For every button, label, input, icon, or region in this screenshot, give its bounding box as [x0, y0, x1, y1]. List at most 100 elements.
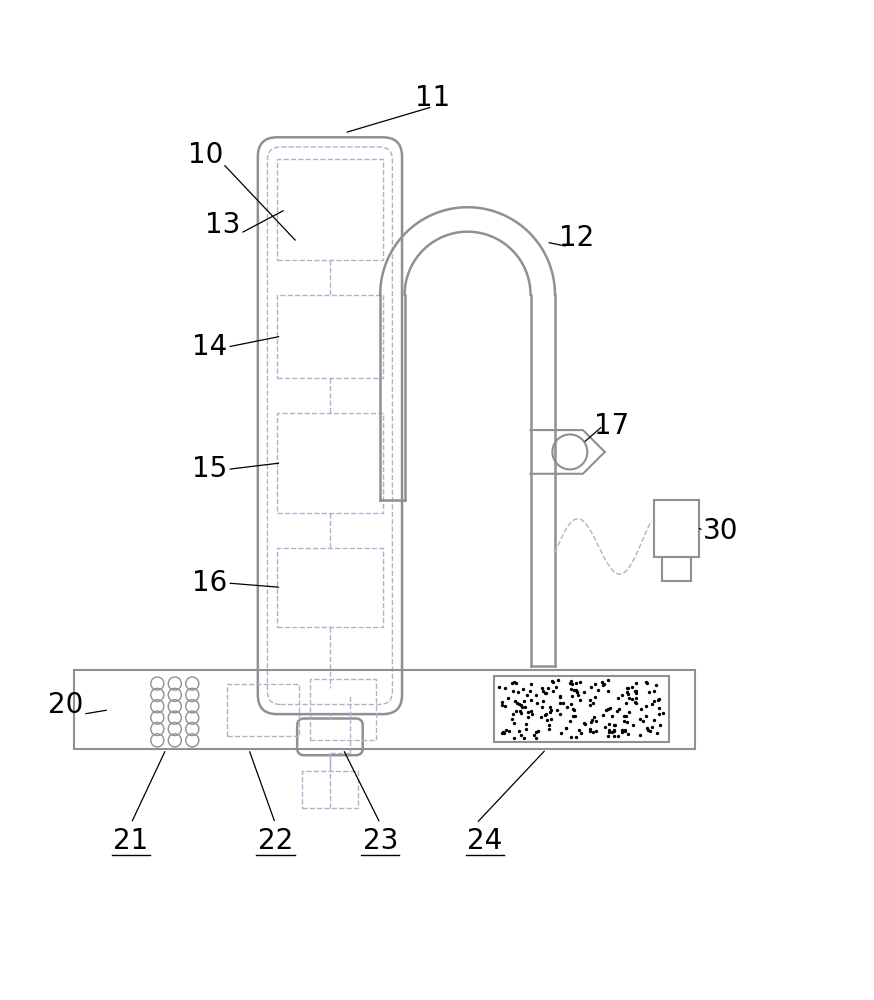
- Point: [541, 680, 555, 696]
- Text: 23: 23: [363, 827, 398, 855]
- Point: [515, 705, 529, 721]
- Point: [639, 698, 653, 714]
- Point: [511, 696, 525, 712]
- Point: [617, 713, 631, 729]
- Point: [611, 690, 625, 706]
- Point: [529, 730, 543, 746]
- Point: [618, 722, 632, 738]
- Point: [601, 701, 615, 717]
- Point: [639, 708, 653, 724]
- Point: [647, 693, 661, 709]
- Point: [542, 717, 556, 733]
- Point: [518, 699, 532, 715]
- Point: [544, 702, 558, 718]
- Point: [629, 695, 643, 711]
- Point: [530, 724, 544, 740]
- Point: [652, 706, 666, 722]
- Point: [538, 707, 551, 723]
- Point: [507, 715, 521, 731]
- Point: [495, 725, 509, 741]
- Point: [559, 720, 573, 736]
- Point: [620, 684, 634, 700]
- Point: [524, 706, 538, 722]
- Point: [507, 674, 521, 690]
- Point: [564, 696, 578, 712]
- Point: [565, 688, 579, 704]
- Point: [626, 691, 640, 707]
- Point: [642, 684, 656, 700]
- Point: [584, 714, 598, 730]
- Point: [600, 683, 614, 699]
- Point: [621, 714, 635, 730]
- Point: [615, 722, 629, 738]
- Point: [640, 720, 654, 736]
- Point: [640, 674, 654, 690]
- Point: [595, 674, 609, 690]
- Bar: [654, 500, 699, 557]
- Text: 14: 14: [192, 333, 227, 361]
- Point: [517, 730, 531, 746]
- Point: [634, 711, 648, 727]
- Text: 17: 17: [594, 412, 629, 440]
- Point: [607, 728, 621, 744]
- Point: [543, 699, 557, 715]
- Point: [536, 699, 550, 715]
- Point: [587, 689, 601, 705]
- Point: [652, 691, 666, 707]
- Point: [636, 713, 650, 729]
- Point: [519, 716, 533, 732]
- Bar: [277, 159, 383, 260]
- Point: [538, 685, 551, 701]
- Point: [554, 725, 568, 741]
- Point: [570, 682, 584, 698]
- Point: [497, 725, 511, 741]
- Point: [569, 675, 583, 691]
- Point: [535, 680, 549, 696]
- Point: [615, 687, 629, 703]
- Point: [622, 704, 636, 720]
- Point: [629, 685, 643, 701]
- Point: [589, 713, 603, 729]
- Point: [605, 708, 619, 724]
- Bar: [277, 295, 383, 378]
- Point: [539, 706, 553, 722]
- Point: [540, 712, 554, 728]
- Point: [596, 677, 610, 693]
- Point: [507, 730, 521, 746]
- Point: [570, 684, 584, 700]
- Point: [515, 727, 529, 743]
- Point: [560, 699, 574, 715]
- Point: [577, 715, 591, 731]
- Point: [645, 696, 659, 712]
- Point: [570, 684, 584, 700]
- Point: [628, 694, 642, 710]
- Point: [552, 689, 566, 705]
- Point: [565, 676, 579, 692]
- Point: [552, 706, 566, 722]
- Text: 30: 30: [704, 517, 739, 545]
- Point: [589, 723, 603, 739]
- Point: [601, 672, 615, 688]
- Point: [506, 683, 520, 699]
- Point: [510, 695, 524, 711]
- Point: [599, 702, 613, 718]
- Point: [521, 709, 535, 725]
- Point: [518, 721, 532, 737]
- Point: [537, 693, 551, 709]
- Text: 13: 13: [205, 211, 240, 239]
- Point: [523, 683, 537, 699]
- Text: 24: 24: [468, 827, 503, 855]
- Point: [607, 722, 621, 738]
- Point: [505, 711, 519, 727]
- Point: [608, 717, 622, 733]
- Point: [650, 725, 664, 741]
- Point: [546, 674, 560, 690]
- Point: [598, 719, 612, 735]
- Point: [546, 683, 560, 699]
- Point: [634, 701, 648, 717]
- Point: [602, 722, 616, 738]
- Point: [527, 727, 541, 743]
- Point: [544, 711, 558, 727]
- Point: [611, 728, 625, 744]
- Point: [563, 713, 577, 729]
